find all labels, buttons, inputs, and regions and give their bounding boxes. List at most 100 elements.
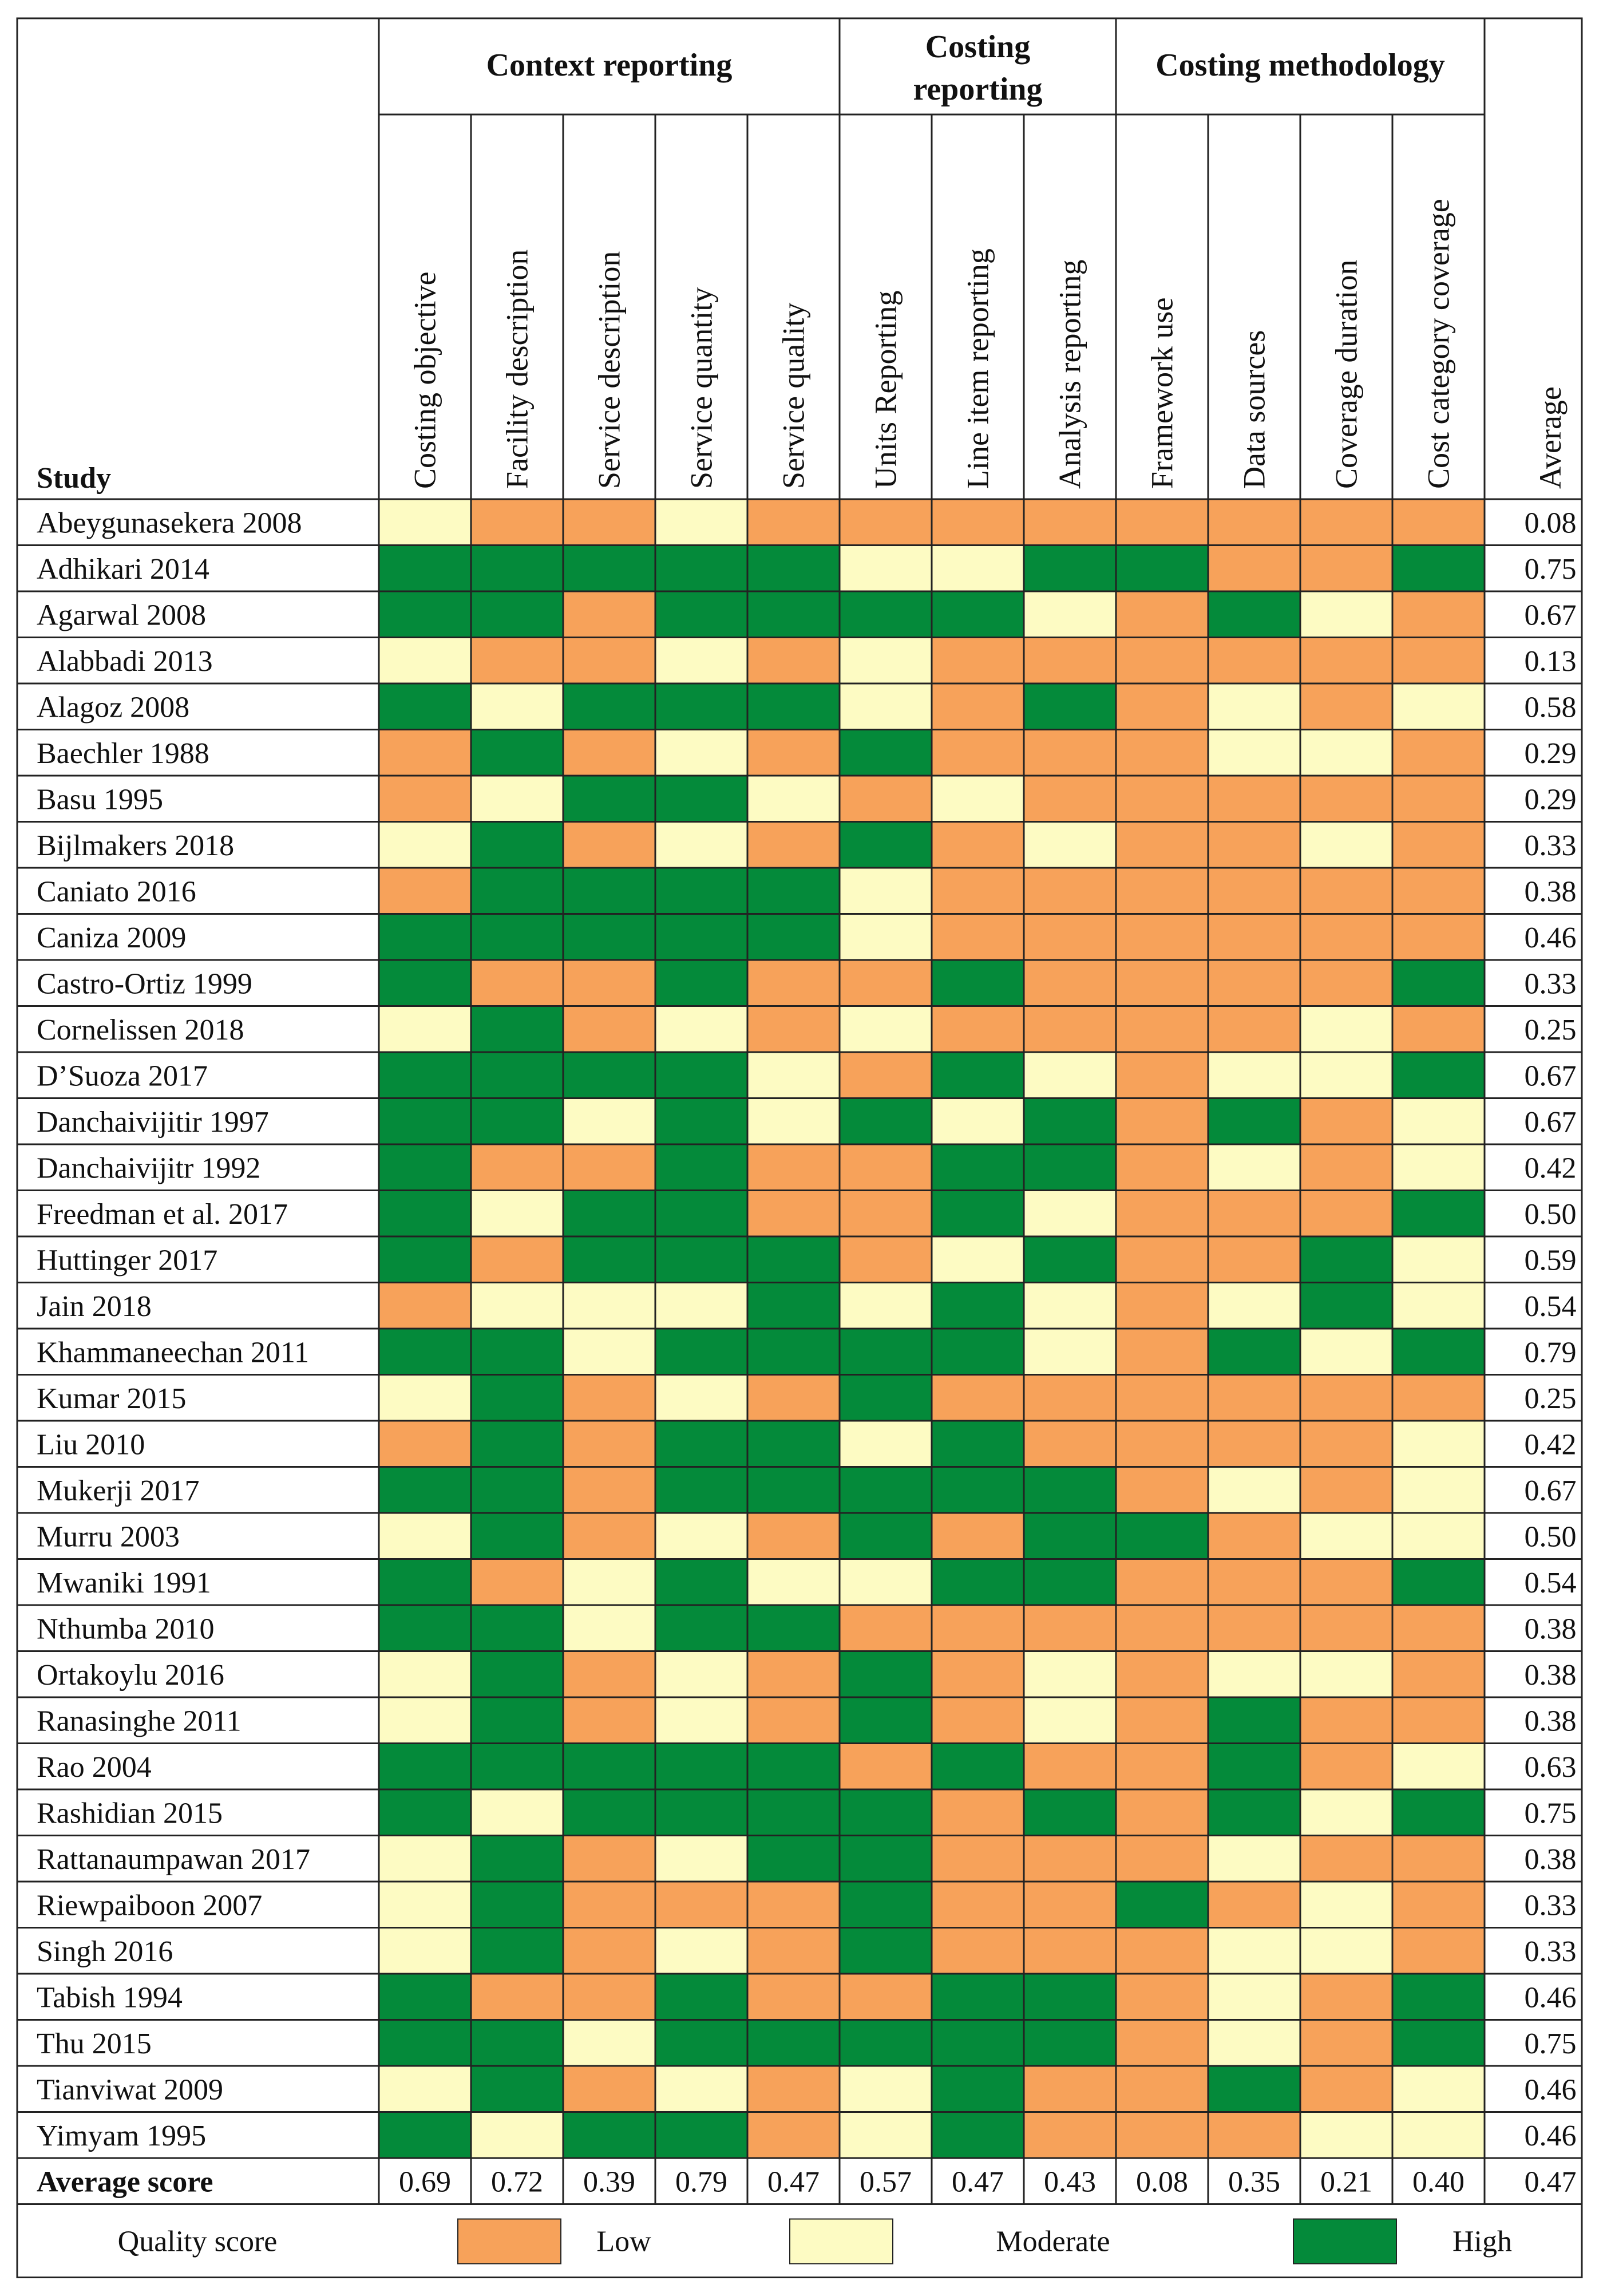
heatmap-cell <box>1024 868 1116 914</box>
heatmap-cell <box>1208 776 1300 822</box>
heatmap-cell <box>747 1743 840 1789</box>
heatmap-cell <box>471 1835 563 1882</box>
heatmap-cell <box>747 776 840 822</box>
heatmap-cell <box>471 1006 563 1052</box>
heatmap-cell <box>1208 1513 1300 1559</box>
heatmap-cell <box>471 776 563 822</box>
heatmap-cell <box>840 1052 932 1098</box>
heatmap-cell <box>471 1282 563 1329</box>
row-average: 0.42 <box>1525 1152 1577 1184</box>
heatmap-cell <box>1024 1927 1116 1974</box>
heatmap-cell <box>655 960 747 1006</box>
heatmap-cell <box>1024 591 1116 638</box>
heatmap-cell <box>1024 1282 1116 1329</box>
row-average: 0.33 <box>1525 829 1577 862</box>
heatmap-cell <box>655 1190 747 1236</box>
row-average: 0.79 <box>1525 1336 1577 1369</box>
heatmap-cell <box>1024 1559 1116 1605</box>
heatmap-cell <box>932 729 1024 776</box>
heatmap-cell <box>840 637 932 683</box>
heatmap-cell <box>1392 2066 1485 2112</box>
heatmap-cell <box>1300 1421 1392 1467</box>
heatmap-cell <box>1208 683 1300 730</box>
heatmap-cell <box>379 914 471 960</box>
heatmap-cell <box>932 2066 1024 2112</box>
heatmap-cell <box>471 1329 563 1375</box>
heatmap-cell <box>563 1282 655 1329</box>
heatmap-cell <box>379 1144 471 1191</box>
row-average: 0.63 <box>1525 1751 1577 1784</box>
study-label: Jain 2018 <box>37 1290 152 1323</box>
column-group-header-line2: reporting <box>913 72 1042 107</box>
row-average: 0.54 <box>1525 1567 1577 1599</box>
legend-swatch-moderate <box>789 2218 893 2265</box>
heatmap-cell <box>840 545 932 591</box>
heatmap-cell <box>655 499 747 546</box>
heatmap-cell <box>840 1974 932 2020</box>
heatmap-cell <box>1024 1052 1116 1098</box>
heatmap-cell <box>1392 499 1485 546</box>
heatmap-cell <box>471 1513 563 1559</box>
row-average: 0.08 <box>1525 507 1577 539</box>
heatmap-cell <box>840 821 932 868</box>
heatmap-cell <box>1024 1190 1116 1236</box>
heatmap-cell <box>1392 1559 1485 1605</box>
heatmap-cell <box>1024 776 1116 822</box>
heatmap-cell <box>471 1467 563 1513</box>
heatmap-cell <box>1392 1513 1485 1559</box>
heatmap-cell <box>563 1835 655 1882</box>
column-header: Service quality <box>777 303 811 489</box>
study-label: Singh 2016 <box>37 1935 173 1968</box>
heatmap-cell <box>379 1835 471 1882</box>
column-average: 0.47 <box>952 2165 1004 2198</box>
heatmap-cell <box>1116 1835 1208 1882</box>
heatmap-cell <box>932 1236 1024 1283</box>
heatmap-cell <box>1116 1927 1208 1974</box>
heatmap-cell <box>655 868 747 914</box>
legend-swatch-high <box>1293 2218 1397 2265</box>
heatmap-cell <box>655 1789 747 1836</box>
heatmap-cell <box>1392 1697 1485 1744</box>
heatmap-cell <box>471 1789 563 1836</box>
heatmap-cell <box>1392 1236 1485 1283</box>
heatmap-cell <box>563 1329 655 1375</box>
heatmap-cell <box>932 1651 1024 1697</box>
heatmap-cell <box>563 914 655 960</box>
heatmap-cell <box>932 545 1024 591</box>
heatmap-cell <box>747 1835 840 1882</box>
heatmap-cell <box>1208 914 1300 960</box>
study-label: Rao 2004 <box>37 1751 152 1784</box>
heatmap-cell <box>1300 1789 1392 1836</box>
heatmap-cell <box>1116 1605 1208 1651</box>
heatmap-cell <box>655 776 747 822</box>
study-label: Caniza 2009 <box>37 922 186 954</box>
heatmap-cell <box>655 914 747 960</box>
heatmap-cell <box>1116 1513 1208 1559</box>
study-label: Nthumba 2010 <box>37 1613 215 1645</box>
heatmap-cell <box>1300 914 1392 960</box>
heatmap-cell <box>471 1605 563 1651</box>
study-label: Alagoz 2008 <box>37 691 189 724</box>
heatmap-cell <box>563 499 655 546</box>
heatmap-cell <box>1208 1052 1300 1098</box>
study-column-header: Study <box>37 462 111 495</box>
heatmap-cell <box>932 683 1024 730</box>
heatmap-cell <box>471 1144 563 1191</box>
heatmap-cell <box>840 1144 932 1191</box>
study-label: Tabish 1994 <box>37 1981 183 2014</box>
study-label: Huttinger 2017 <box>37 1244 217 1277</box>
heatmap-cell <box>932 1052 1024 1098</box>
heatmap-cell <box>1208 1236 1300 1283</box>
heatmap-cell <box>655 729 747 776</box>
column-group-header-line1: Costing <box>925 29 1031 65</box>
heatmap-cell <box>1300 637 1392 683</box>
heatmap-cell <box>655 1559 747 1605</box>
row-average: 0.46 <box>1525 2120 1577 2152</box>
legend-swatch-low <box>457 2218 561 2265</box>
heatmap-cell <box>1024 914 1116 960</box>
heatmap-cell <box>1300 1329 1392 1375</box>
heatmap-cell <box>1300 1835 1392 1882</box>
row-average: 0.75 <box>1525 2028 1577 2060</box>
heatmap-cell <box>1300 683 1392 730</box>
heatmap-cell <box>471 499 563 546</box>
